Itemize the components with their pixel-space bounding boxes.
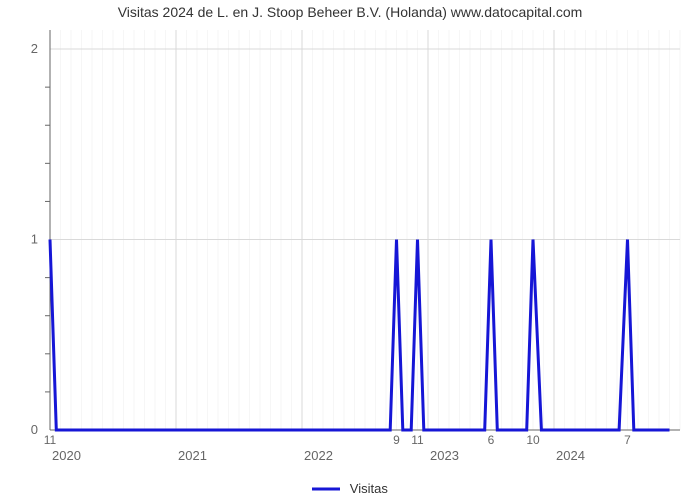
svg-text:6: 6 [488, 433, 495, 447]
svg-text:2024: 2024 [556, 448, 585, 463]
svg-text:2023: 2023 [430, 448, 459, 463]
svg-text:11: 11 [44, 433, 57, 447]
svg-text:10: 10 [526, 433, 540, 447]
svg-text:2020: 2020 [52, 448, 81, 463]
chart-title: Visitas 2024 de L. en J. Stoop Beheer B.… [0, 4, 700, 20]
line-chart: Visitas 2024 de L. en J. Stoop Beheer B.… [0, 0, 700, 500]
chart-canvas: 0 1 2 11 9 11 6 10 7 2020 2021 2022 2023 2024 [0, 20, 700, 490]
svg-text:7: 7 [624, 433, 631, 447]
svg-text:2021: 2021 [178, 448, 207, 463]
legend-swatch [312, 484, 340, 494]
svg-text:2: 2 [31, 41, 38, 56]
svg-text:9: 9 [393, 433, 400, 447]
svg-text:0: 0 [31, 422, 38, 437]
legend-label: Visitas [350, 481, 388, 496]
svg-text:2022: 2022 [304, 448, 333, 463]
svg-text:1: 1 [31, 232, 38, 247]
svg-text:11: 11 [411, 433, 424, 447]
chart-legend: Visitas [0, 480, 700, 496]
